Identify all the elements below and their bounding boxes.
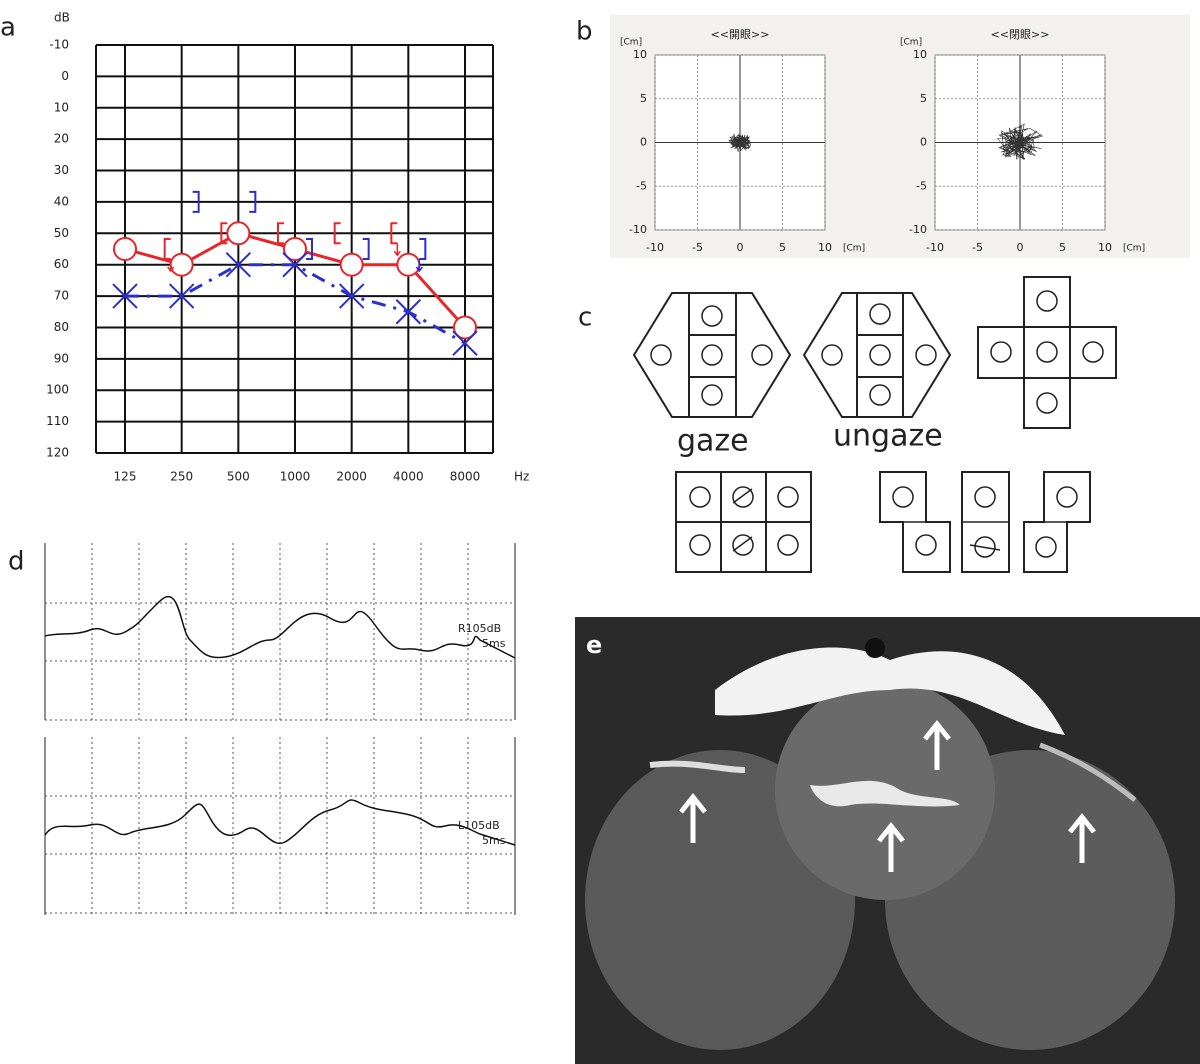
marker xyxy=(453,315,477,340)
x-tick-label: 500 xyxy=(227,470,250,484)
marker xyxy=(225,251,252,278)
marker xyxy=(282,251,308,278)
marker xyxy=(249,190,257,213)
marker xyxy=(112,283,138,309)
x-tick-label: -10 xyxy=(926,241,944,254)
x-tick-label: 2000 xyxy=(336,470,367,484)
y-tick-label: 80 xyxy=(54,320,69,334)
y-tick-label: -10 xyxy=(49,38,69,52)
marker xyxy=(169,252,194,277)
marker xyxy=(390,222,398,245)
panel-label: c xyxy=(578,303,592,333)
panel-label: d xyxy=(8,547,25,577)
x-tick-label: 10 xyxy=(818,241,832,254)
trace-label: L105dB xyxy=(458,819,500,832)
y-tick-label: 40 xyxy=(54,194,69,208)
diagram-label: ungaze xyxy=(833,419,943,454)
y-tick-label: 30 xyxy=(54,163,69,177)
y-tick-label: 70 xyxy=(54,289,69,303)
y-tick-label: 10 xyxy=(913,48,927,61)
no-response-arrow xyxy=(415,259,423,273)
y-tick-label: -10 xyxy=(629,223,647,236)
x-tick-label: 250 xyxy=(170,470,193,484)
chart-title: <<閉眼>> xyxy=(991,28,1050,41)
x-tick-label: 5 xyxy=(1059,241,1066,254)
marker xyxy=(220,222,228,245)
x-tick-label: 8000 xyxy=(450,470,481,484)
x-tick-label: 125 xyxy=(114,470,137,484)
marker xyxy=(163,238,171,260)
sway-trace xyxy=(728,132,753,153)
y-axis-label: dB xyxy=(54,11,70,25)
unit-label: [Cm] xyxy=(1123,244,1145,254)
trace-label: R105dB xyxy=(458,622,501,635)
y-tick-label: 10 xyxy=(633,48,647,61)
y-tick-label: -10 xyxy=(909,223,927,236)
marker xyxy=(277,222,284,245)
panel-label: a xyxy=(0,13,16,43)
y-tick-label: 5 xyxy=(640,92,647,105)
nystagmus-diagrams xyxy=(632,276,1117,573)
diagram-label: gaze xyxy=(677,424,749,459)
y-tick-label: 5 xyxy=(920,92,927,105)
marker xyxy=(419,238,427,260)
x-tick-label: 10 xyxy=(1098,241,1112,254)
abr-panel xyxy=(44,543,516,915)
marker xyxy=(362,238,370,260)
marker xyxy=(452,330,478,356)
mri-image xyxy=(575,617,1200,1064)
y-tick-label: 10 xyxy=(54,100,69,114)
panel-label: b xyxy=(576,17,593,47)
y-tick-label: 0 xyxy=(640,136,647,149)
no-response-arrow xyxy=(167,259,175,273)
marker xyxy=(226,221,251,246)
unit-label: [Cm] xyxy=(843,244,865,254)
unit-label: [Cm] xyxy=(900,38,922,48)
marker xyxy=(306,238,313,260)
y-tick-label: 90 xyxy=(54,351,69,365)
marker xyxy=(396,252,421,277)
y-tick-label: 120 xyxy=(46,446,69,460)
y-tick-label: -5 xyxy=(636,179,647,192)
y-tick-label: 0 xyxy=(61,69,69,83)
x-axis-label: Hz xyxy=(514,470,529,484)
marker xyxy=(192,190,200,213)
y-tick-label: 20 xyxy=(54,132,69,146)
chart-title: <<開眼>> xyxy=(711,28,770,41)
y-tick-label: 60 xyxy=(54,257,69,271)
marker xyxy=(333,222,341,245)
x-tick-label: -10 xyxy=(646,241,664,254)
y-tick-label: 110 xyxy=(46,414,69,428)
unit-label: [Cm] xyxy=(620,38,642,48)
marker xyxy=(283,237,307,261)
x-tick-label: -5 xyxy=(692,241,703,254)
marker xyxy=(338,283,365,309)
x-tick-label: 0 xyxy=(1017,241,1024,254)
y-tick-label: 50 xyxy=(54,226,69,240)
y-tick-label: -5 xyxy=(916,179,927,192)
x-tick-label: 5 xyxy=(779,241,786,254)
no-response-arrow xyxy=(393,243,401,257)
y-tick-label: 0 xyxy=(920,136,927,149)
marker xyxy=(339,252,364,277)
x-tick-label: 1000 xyxy=(280,470,311,484)
y-tick-label: 100 xyxy=(46,383,69,397)
sway-trace xyxy=(997,123,1044,160)
trace-scale: 5ms xyxy=(482,834,506,847)
x-tick-label: 4000 xyxy=(393,470,424,484)
x-tick-label: 0 xyxy=(737,241,744,254)
trace-scale: 5ms xyxy=(482,637,506,650)
x-tick-label: -5 xyxy=(972,241,983,254)
marker xyxy=(113,237,137,261)
marker xyxy=(395,299,422,325)
panel-label: e xyxy=(586,631,602,659)
marker xyxy=(168,283,195,309)
